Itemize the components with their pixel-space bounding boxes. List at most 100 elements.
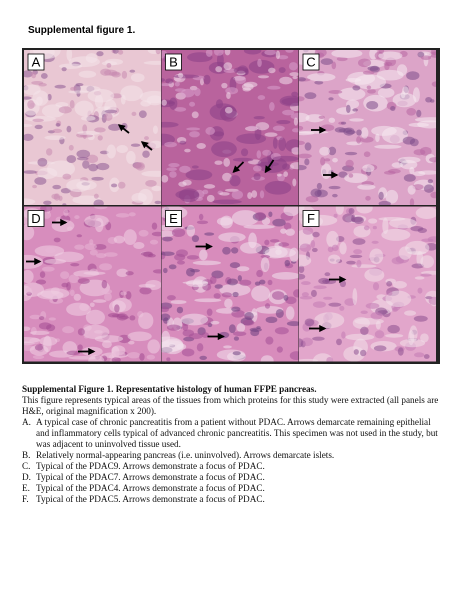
tissue [93,199,104,205]
tissue [139,286,152,295]
tissue [427,179,434,184]
tissue [213,293,221,299]
tissue [362,164,375,173]
tissue [276,173,282,177]
tissue [40,72,48,79]
tissue [112,351,126,358]
tissue [176,260,186,265]
tissue [186,267,195,277]
tissue [210,320,220,325]
tissue [125,271,134,276]
tissue [366,85,372,90]
tissue [360,310,368,314]
histology-panel: D [24,206,161,362]
tissue [240,148,249,157]
tissue [88,354,105,362]
tissue [62,173,72,180]
tissue [378,217,406,221]
tissue [352,238,366,245]
tissue [138,312,154,330]
tissue [328,146,337,156]
tissue [201,332,209,338]
tissue [255,122,270,131]
tissue [328,254,341,264]
tissue [191,111,199,119]
tissue [86,154,99,164]
tissue [344,151,358,156]
tissue [191,235,200,243]
tissue [93,193,99,199]
tissue [139,90,161,104]
tissue [216,52,224,69]
tissue [54,84,66,89]
tissue [69,99,75,109]
tissue [189,101,196,107]
tissue [257,75,270,79]
tissue [151,231,161,237]
tissue [61,282,69,288]
tissue [181,348,195,357]
tissue [141,170,161,177]
tissue [222,246,231,255]
tissue [283,294,289,301]
tissue [199,355,207,360]
tissue [375,320,381,330]
panel-label: C [306,55,315,70]
arrow [264,159,275,174]
tissue [46,148,53,156]
tissue [418,170,436,175]
tissue [269,239,280,243]
tissue [35,279,47,285]
tissue [218,232,246,243]
tissue [221,292,233,298]
tissue [131,192,147,203]
tissue [111,313,126,318]
tissue [34,124,43,130]
tissue [378,50,385,55]
tissue [127,331,152,342]
tissue [351,264,377,268]
tissue [116,145,128,154]
tissue [392,280,407,289]
tissue [62,203,67,205]
tissue [38,322,52,330]
tissue [301,292,309,297]
tissue [166,357,171,362]
histology-panel: B [161,50,299,205]
tissue [231,306,241,312]
panel-label: A [32,55,41,70]
tissue [265,316,278,324]
tissue [149,239,159,245]
tissue [31,81,44,85]
tissue [299,153,312,159]
tissue [372,282,380,291]
tissue [326,230,339,248]
tissue [66,179,91,192]
tissue [161,230,175,238]
tissue [224,298,233,309]
tissue [264,50,277,56]
histology-panel: E [161,206,299,362]
tissue [70,262,80,267]
tissue [142,150,150,158]
tissue [339,242,347,255]
tissue [196,220,209,225]
tissue [420,333,429,343]
tissue [370,311,383,320]
tissue [243,81,258,88]
tissue [365,302,380,309]
tissue [304,318,315,327]
tissue [66,302,92,316]
tissue [291,91,299,97]
tissue [299,77,306,82]
tissue [128,340,135,345]
tissue [39,271,46,278]
tissue [152,269,161,274]
tissue [61,67,67,72]
tissue [372,225,377,230]
tissue [383,170,396,175]
tissue [292,178,297,187]
tissue [392,92,417,108]
panel-image [24,206,161,362]
tissue [99,263,113,271]
